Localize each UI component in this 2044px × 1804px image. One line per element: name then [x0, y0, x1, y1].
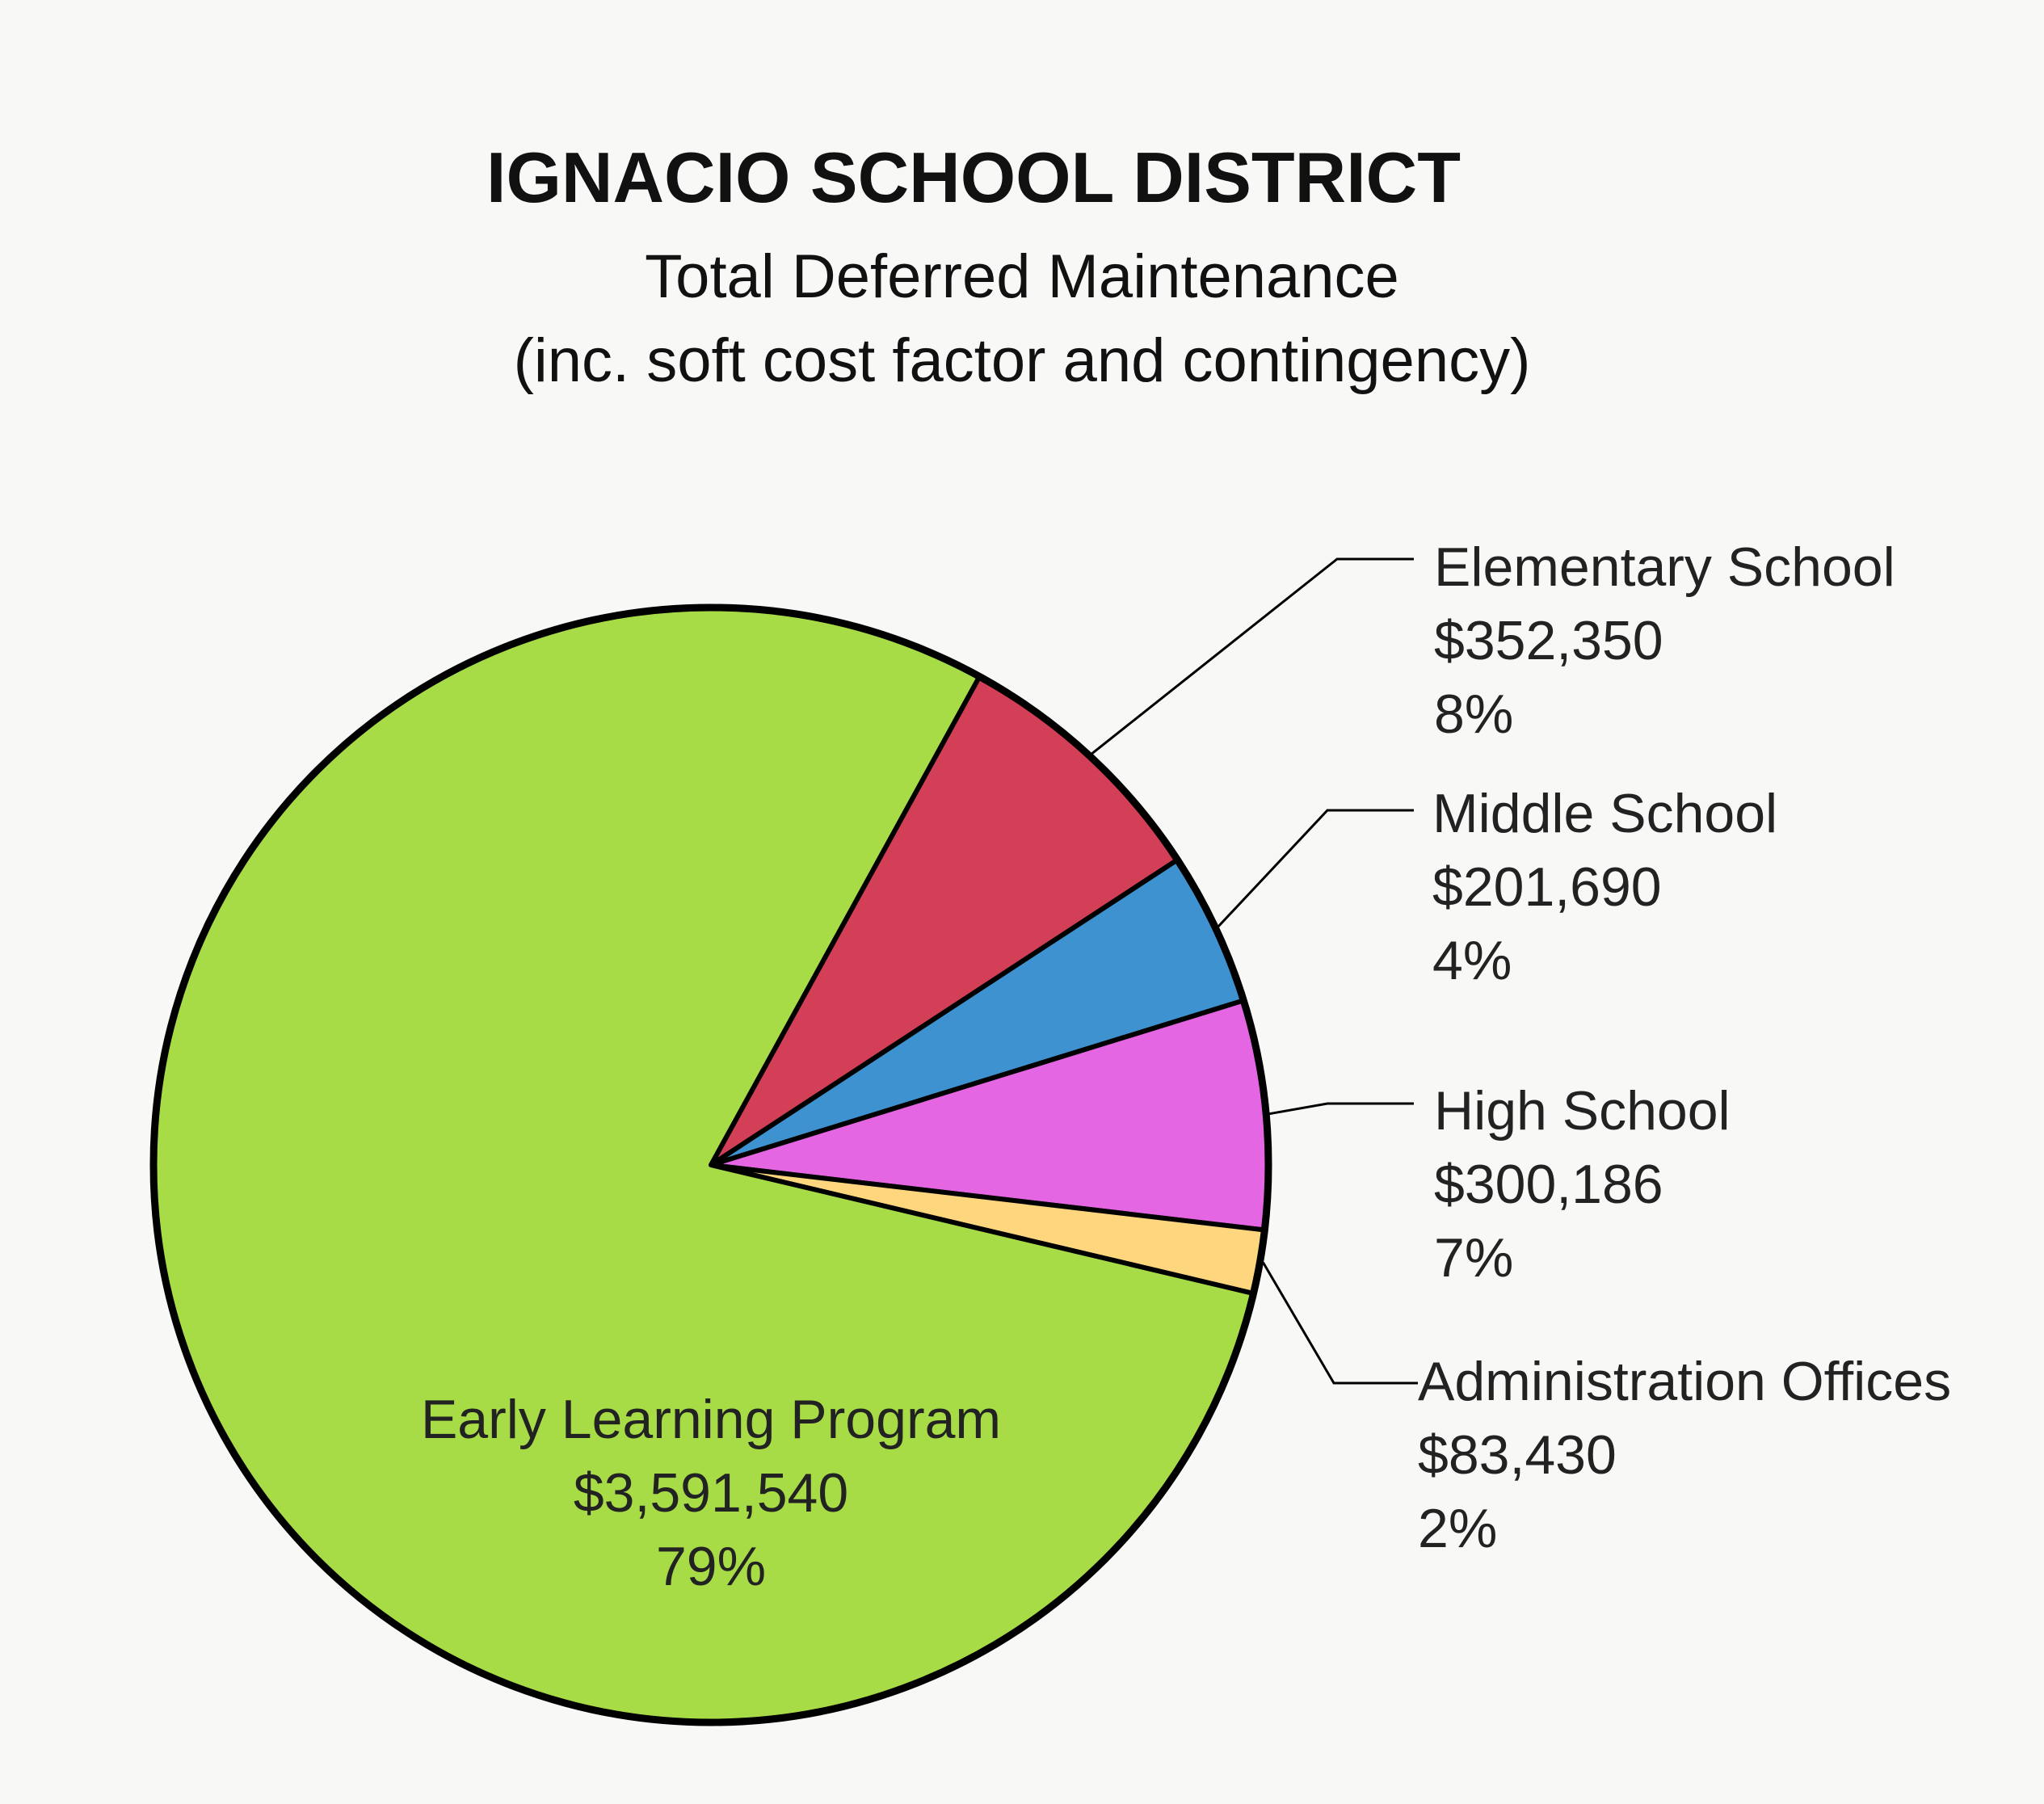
leader-line-administration-offices: [1262, 1261, 1418, 1385]
slice-value-middle-school: $201,690: [1432, 856, 1662, 918]
leader-line-middle-school: [1217, 809, 1414, 927]
slice-percent-administration-offices: 2%: [1418, 1498, 1497, 1559]
chart-title: IGNACIO SCHOOL DISTRICT: [486, 137, 1461, 217]
callout-leaders: [1091, 557, 1418, 1385]
slice-label-administration-offices: Administration Offices: [1418, 1351, 1951, 1412]
pie-outline: [149, 603, 1272, 1726]
slice-labels: Early Learning Program $3,591,540 79% Eleme…: [421, 536, 1951, 1597]
slice-percent-early-learning-program: 79%: [656, 1536, 766, 1597]
chart-subtitle-line-1: Total Deferred Maintenance: [645, 242, 1399, 311]
slice-value-elementary-school: $352,350: [1434, 610, 1663, 671]
pie-slices: [149, 603, 1272, 1726]
slice-percent-middle-school: 4%: [1432, 930, 1512, 991]
slice-value-early-learning-program: $3,591,540: [574, 1462, 848, 1524]
leader-line-elementary-school: [1091, 557, 1414, 755]
slice-label-high-school: High School: [1434, 1080, 1731, 1142]
slice-label-elementary-school: Elementary School: [1434, 536, 1895, 598]
slice-percent-elementary-school: 8%: [1434, 683, 1513, 745]
slice-value-high-school: $300,186: [1434, 1154, 1663, 1215]
slice-label-middle-school: Middle School: [1432, 783, 1777, 844]
chart-subtitle-line-2: (inc. soft cost factor and contingency): [514, 326, 1531, 395]
slice-value-administration-offices: $83,430: [1418, 1424, 1617, 1486]
slice-label-early-learning-program: Early Learning Program: [421, 1389, 1001, 1450]
slice-percent-high-school: 7%: [1434, 1227, 1513, 1289]
leader-line-high-school: [1268, 1102, 1414, 1116]
